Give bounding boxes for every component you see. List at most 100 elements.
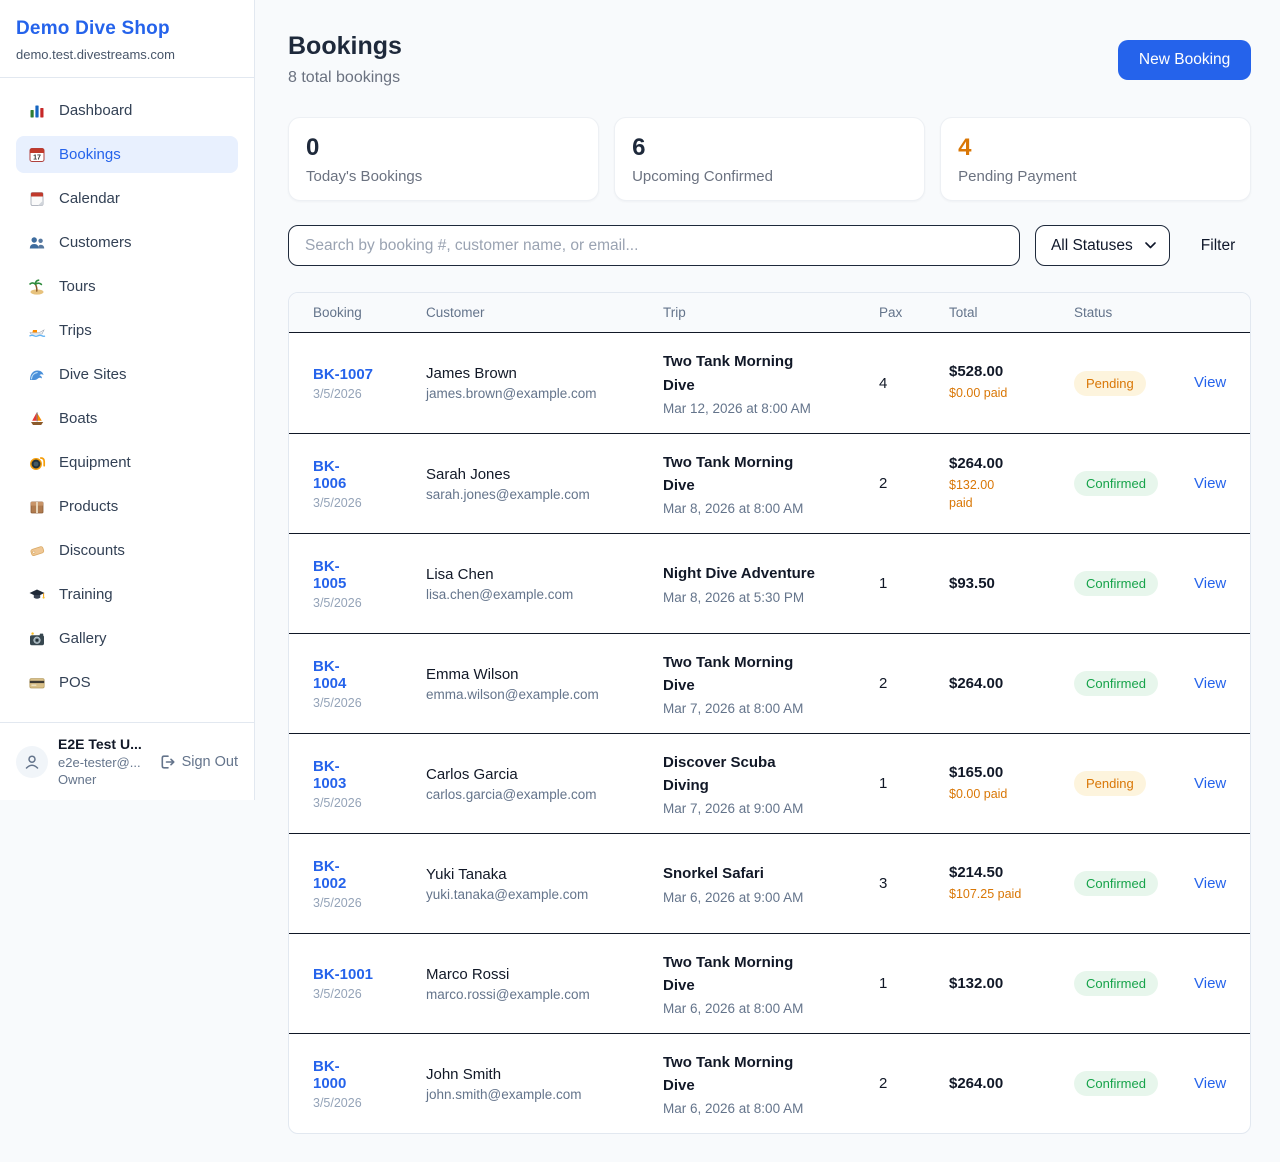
filter-row: All Statuses Filter xyxy=(288,225,1251,266)
sidebar-item-tours[interactable]: Tours xyxy=(16,268,238,305)
view-link[interactable]: View xyxy=(1194,874,1227,892)
booking-link[interactable]: BK- 1006 xyxy=(313,457,347,492)
view-link[interactable]: View xyxy=(1194,1074,1227,1092)
page-title: Bookings xyxy=(288,32,402,60)
stat-cards: 0 Today's Bookings 6 Upcoming Confirmed 4 Pen… xyxy=(288,117,1252,201)
sidebar-item-label: Customers xyxy=(59,234,132,251)
sidebar-item-products[interactable]: Products xyxy=(16,488,238,525)
package-icon xyxy=(28,498,46,516)
actions-cell: View xyxy=(1194,575,1226,593)
page-subtitle: 8 total bookings xyxy=(288,69,401,86)
sidebar-item-equipment[interactable]: Equipment xyxy=(16,444,238,481)
user-email: e2e-tester@... xyxy=(58,754,141,770)
stat-label: Upcoming Confirmed xyxy=(632,168,773,186)
trip-name: Night Dive Adventure xyxy=(663,565,815,583)
booking-link[interactable]: BK-1001 xyxy=(313,966,374,983)
pax-value: 1 xyxy=(879,975,888,992)
booking-link[interactable]: BK-1007 xyxy=(313,365,374,383)
customer-email: emma.wilson@example.com xyxy=(426,686,599,702)
booking-link[interactable]: BK- 1000 xyxy=(313,1057,347,1092)
trip-cell: Night Dive Adventure Mar 8, 2026 at 5:30 … xyxy=(663,562,879,604)
view-link[interactable]: View xyxy=(1194,774,1227,792)
sidebar-item-calendar[interactable]: Calendar xyxy=(16,180,238,217)
booking-link[interactable]: BK- 1005 xyxy=(313,557,347,592)
sidebar-item-dive-sites[interactable]: Dive Sites xyxy=(16,356,238,393)
customer-email: marco.rossi@example.com xyxy=(426,986,590,1002)
view-link[interactable]: View xyxy=(1194,674,1227,692)
svg-text:17: 17 xyxy=(33,154,41,161)
sidebar-item-boats[interactable]: Boats xyxy=(16,400,238,437)
customer-name: Marco Rossi xyxy=(426,965,510,983)
sidebar-item-label: Dive Sites xyxy=(59,366,127,383)
view-link[interactable]: View xyxy=(1194,574,1227,592)
booking-cell: BK-1001 3/5/2026 xyxy=(313,966,426,1001)
sidebar-item-pos[interactable]: POS xyxy=(16,664,238,701)
sidebar-item-label: Boats xyxy=(59,410,98,427)
tear-calendar-icon xyxy=(28,190,46,208)
chevron-down-icon xyxy=(1144,242,1156,249)
booking-cell: BK- 1000 3/5/2026 xyxy=(313,1058,426,1110)
booking-date: 3/5/2026 xyxy=(313,386,362,401)
grad-cap-icon xyxy=(28,586,46,604)
booking-cell: BK- 1002 3/5/2026 xyxy=(313,858,426,910)
sign-out-button[interactable]: Sign Out xyxy=(158,753,238,771)
customer-email: yuki.tanaka@example.com xyxy=(426,886,589,902)
sidebar-item-gallery[interactable]: Gallery xyxy=(16,620,238,657)
booking-link[interactable]: BK- 1002 xyxy=(313,857,347,892)
customer-cell: Carlos Garcia carlos.garcia@example.com xyxy=(426,766,663,802)
calendar-icon: 17 xyxy=(28,146,46,164)
status-cell: Confirmed xyxy=(1074,971,1194,996)
trip-cell: Two Tank Morning Dive Mar 8, 2026 at 8:00… xyxy=(663,451,879,517)
view-link[interactable]: View xyxy=(1194,974,1227,992)
actions-cell: View xyxy=(1194,675,1226,693)
col-pax: Pax xyxy=(879,305,903,320)
sidebar-item-label: Training xyxy=(59,586,113,603)
user-name: E2E Test U... xyxy=(58,736,142,753)
sidebar-item-dashboard[interactable]: Dashboard xyxy=(16,92,238,129)
sidebar-item-customers[interactable]: Customers xyxy=(16,224,238,261)
status-select[interactable]: All Statuses xyxy=(1034,225,1170,266)
filter-button[interactable]: Filter xyxy=(1185,237,1251,255)
customer-email: james.brown@example.com xyxy=(426,386,597,401)
bar-chart-icon xyxy=(28,102,46,120)
total-amount: $93.50 xyxy=(949,575,995,592)
new-booking-button[interactable]: New Booking xyxy=(1117,40,1252,80)
tag-icon xyxy=(28,542,46,560)
table-row: BK- 1000 3/5/2026 John Smith john.smith@exa… xyxy=(289,1033,1251,1133)
sidebar-item-discounts[interactable]: Discounts xyxy=(16,532,238,569)
customer-email: sarah.jones@example.com xyxy=(426,486,590,502)
main-content: Bookings 8 total bookings New Booking 0 T… xyxy=(255,0,1280,1162)
search-input[interactable] xyxy=(288,225,1020,266)
customer-name: Emma Wilson xyxy=(426,665,519,683)
booking-link[interactable]: BK- 1003 xyxy=(313,757,347,792)
table-header: Booking Customer Trip Pax Total Status xyxy=(289,293,1251,333)
trip-time: Mar 8, 2026 at 8:00 AM xyxy=(663,501,804,517)
booking-cell: BK- 1006 3/5/2026 xyxy=(313,458,426,510)
title-block: Bookings 8 total bookings xyxy=(288,32,402,87)
actions-cell: View xyxy=(1194,875,1226,893)
sidebar-item-label: Dashboard xyxy=(59,102,133,119)
col-total: Total xyxy=(949,305,978,320)
booking-link[interactable]: BK- 1004 xyxy=(313,657,347,692)
trip-name: Snorkel Safari xyxy=(663,865,764,883)
view-link[interactable]: View xyxy=(1194,374,1227,391)
actions-cell: View xyxy=(1194,975,1226,993)
pax-value: 2 xyxy=(879,675,888,692)
trip-cell: Two Tank Morning Dive Mar 6, 2026 at 8:00… xyxy=(663,1051,879,1117)
person-icon xyxy=(25,755,39,769)
view-link[interactable]: View xyxy=(1194,474,1227,492)
sidebar-item-trips[interactable]: Trips xyxy=(16,312,238,349)
status-cell: Confirmed xyxy=(1074,671,1194,696)
trip-name: Two Tank Morning Dive xyxy=(663,653,794,694)
pax-value: 2 xyxy=(879,1075,888,1092)
sidebar-item-bookings[interactable]: 17 Bookings xyxy=(16,136,238,173)
table-row: BK- 1006 3/5/2026 Sarah Jones sarah.jones@e… xyxy=(289,433,1251,533)
trip-name: Two Tank Morning Dive xyxy=(663,953,794,994)
stat-label: Pending Payment xyxy=(958,168,1077,186)
sidebar-item-training[interactable]: Training xyxy=(16,576,238,613)
stat-value: 6 xyxy=(632,134,646,161)
trip-time: Mar 6, 2026 at 8:00 AM xyxy=(663,1101,804,1117)
bookings-table: Booking Customer Trip Pax Total Status B… xyxy=(288,292,1252,1134)
total-cell: $93.50 xyxy=(949,575,1074,592)
status-cell: Confirmed xyxy=(1074,871,1194,896)
